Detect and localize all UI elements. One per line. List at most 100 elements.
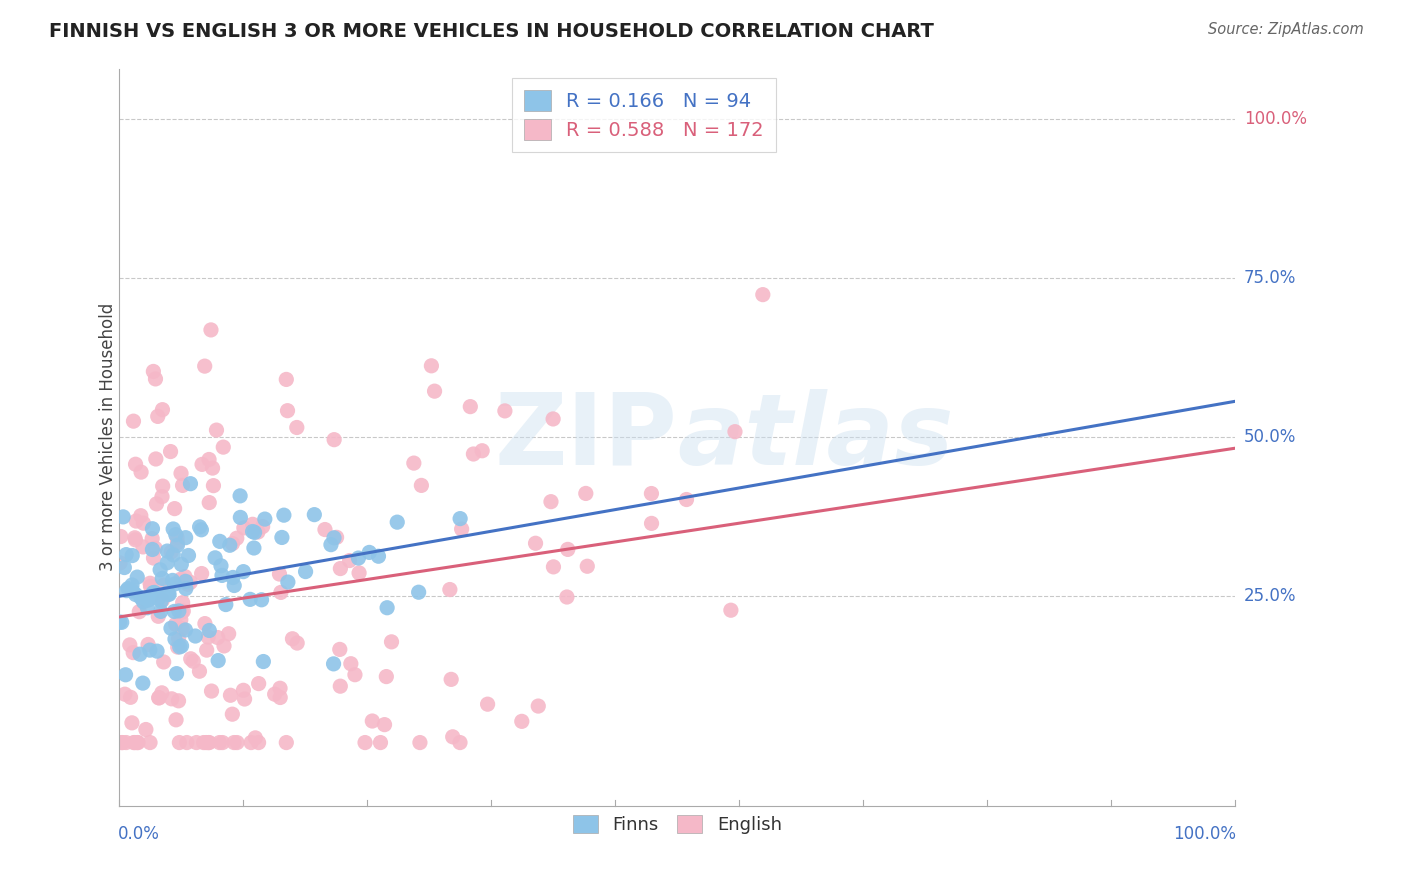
Point xyxy=(276,372,298,386)
Point xyxy=(148,591,170,606)
Point xyxy=(276,403,298,417)
Point xyxy=(450,522,472,536)
Point xyxy=(172,478,194,492)
Point xyxy=(195,735,218,749)
Point xyxy=(139,579,162,593)
Point xyxy=(245,731,267,745)
Point xyxy=(170,639,193,653)
Point xyxy=(190,523,212,537)
Point xyxy=(152,479,174,493)
Point xyxy=(420,359,443,373)
Text: Source: ZipAtlas.com: Source: ZipAtlas.com xyxy=(1208,22,1364,37)
Point xyxy=(121,549,143,563)
Point xyxy=(494,404,516,418)
Point xyxy=(152,402,174,417)
Point xyxy=(221,536,243,550)
Point xyxy=(112,560,135,574)
Point xyxy=(141,589,163,603)
Point xyxy=(269,690,291,705)
Point xyxy=(197,630,219,644)
Point xyxy=(169,640,191,654)
Point xyxy=(242,517,264,532)
Point xyxy=(411,478,433,492)
Point xyxy=(191,458,214,472)
Point xyxy=(720,603,742,617)
Point xyxy=(232,521,254,535)
Point xyxy=(387,515,409,529)
Point xyxy=(194,359,217,373)
Point xyxy=(477,697,499,711)
Point xyxy=(218,538,240,552)
Point xyxy=(150,571,173,585)
Point xyxy=(222,735,245,749)
Point xyxy=(114,667,136,681)
Point xyxy=(329,679,352,693)
Point xyxy=(540,494,562,508)
Point xyxy=(152,593,174,607)
Point xyxy=(177,577,200,591)
Point xyxy=(139,576,162,591)
Text: 100.0%: 100.0% xyxy=(1244,111,1306,128)
Point xyxy=(224,578,246,592)
Point xyxy=(329,561,352,575)
Point xyxy=(229,510,252,524)
Point xyxy=(460,400,482,414)
Point xyxy=(339,553,361,567)
Point xyxy=(247,676,270,690)
Point xyxy=(166,531,188,545)
Point xyxy=(207,654,229,668)
Point xyxy=(322,657,344,671)
Point xyxy=(122,735,145,749)
Point xyxy=(152,578,174,592)
Text: 25.0%: 25.0% xyxy=(1244,587,1296,606)
Point xyxy=(124,588,146,602)
Point xyxy=(169,735,191,749)
Point xyxy=(232,683,254,698)
Point xyxy=(208,735,231,749)
Point xyxy=(557,542,579,557)
Point xyxy=(263,687,285,701)
Point xyxy=(114,687,136,701)
Point xyxy=(215,598,238,612)
Point xyxy=(163,577,186,591)
Point xyxy=(190,566,212,581)
Point xyxy=(163,501,186,516)
Point xyxy=(166,666,188,681)
Point xyxy=(112,509,135,524)
Point xyxy=(471,443,494,458)
Point xyxy=(181,654,204,668)
Point xyxy=(304,508,326,522)
Point xyxy=(252,655,274,669)
Point xyxy=(222,570,245,584)
Point xyxy=(167,604,190,618)
Point xyxy=(375,600,398,615)
Point xyxy=(440,673,463,687)
Point xyxy=(170,572,193,586)
Point xyxy=(136,600,159,615)
Point xyxy=(270,585,292,599)
Point xyxy=(543,559,565,574)
Point xyxy=(277,575,299,590)
Point xyxy=(243,525,266,540)
Point xyxy=(212,440,235,454)
Point xyxy=(142,586,165,600)
Point xyxy=(276,735,298,749)
Point xyxy=(198,495,221,509)
Point xyxy=(149,604,172,618)
Point xyxy=(575,486,598,500)
Point xyxy=(127,570,149,584)
Point xyxy=(165,527,187,541)
Point xyxy=(179,575,201,590)
Point xyxy=(160,691,183,706)
Point xyxy=(160,545,183,559)
Point xyxy=(132,676,155,690)
Point xyxy=(207,631,229,645)
Point xyxy=(221,707,243,722)
Point xyxy=(124,533,146,547)
Y-axis label: 3 or more Vehicles in Household: 3 or more Vehicles in Household xyxy=(100,303,117,572)
Point xyxy=(122,414,145,428)
Point xyxy=(281,632,304,646)
Point xyxy=(205,423,228,437)
Point xyxy=(201,461,224,475)
Point xyxy=(246,524,269,539)
